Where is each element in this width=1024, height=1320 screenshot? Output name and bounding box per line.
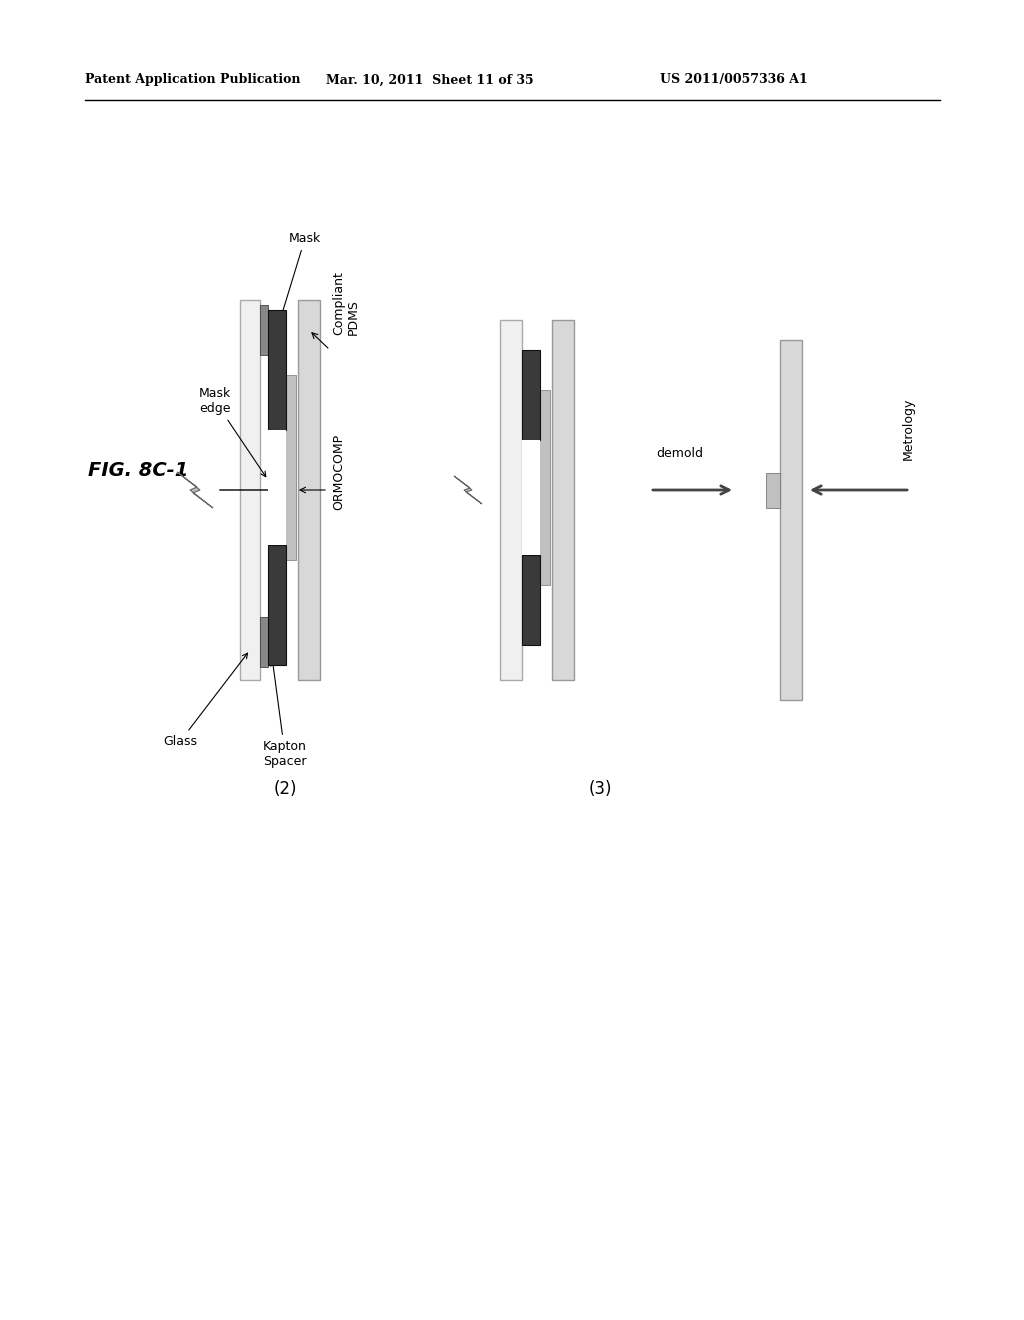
Text: Kapton
Spacer: Kapton Spacer <box>263 661 307 768</box>
Text: Metrology: Metrology <box>902 397 915 459</box>
Bar <box>780 341 802 700</box>
Polygon shape <box>454 477 482 504</box>
Polygon shape <box>177 473 213 508</box>
Bar <box>260 616 268 667</box>
Bar <box>522 440 540 554</box>
Bar <box>268 430 286 545</box>
Bar <box>260 305 268 355</box>
Bar <box>298 300 319 680</box>
Bar <box>522 389 550 585</box>
Bar <box>268 310 286 430</box>
Text: (3): (3) <box>588 780 611 799</box>
Bar <box>500 319 522 680</box>
Bar <box>766 473 780 507</box>
Text: US 2011/0057336 A1: US 2011/0057336 A1 <box>660 74 808 87</box>
Bar <box>268 545 286 665</box>
Bar <box>552 319 574 680</box>
Text: Glass: Glass <box>163 653 248 748</box>
Bar <box>522 350 540 440</box>
Text: Mask: Mask <box>278 232 322 326</box>
Text: FIG. 8C-1: FIG. 8C-1 <box>88 461 188 479</box>
Text: Mask
edge: Mask edge <box>199 387 266 477</box>
Text: Patent Application Publication: Patent Application Publication <box>85 74 300 87</box>
Text: (2): (2) <box>273 780 297 799</box>
Bar <box>268 375 296 560</box>
Text: ORMOCOMP: ORMOCOMP <box>332 434 345 510</box>
Bar <box>240 300 260 680</box>
Text: Compliant
PDMS: Compliant PDMS <box>332 271 360 335</box>
Text: demold: demold <box>656 447 703 459</box>
Text: Mar. 10, 2011  Sheet 11 of 35: Mar. 10, 2011 Sheet 11 of 35 <box>327 74 534 87</box>
Bar <box>522 554 540 645</box>
